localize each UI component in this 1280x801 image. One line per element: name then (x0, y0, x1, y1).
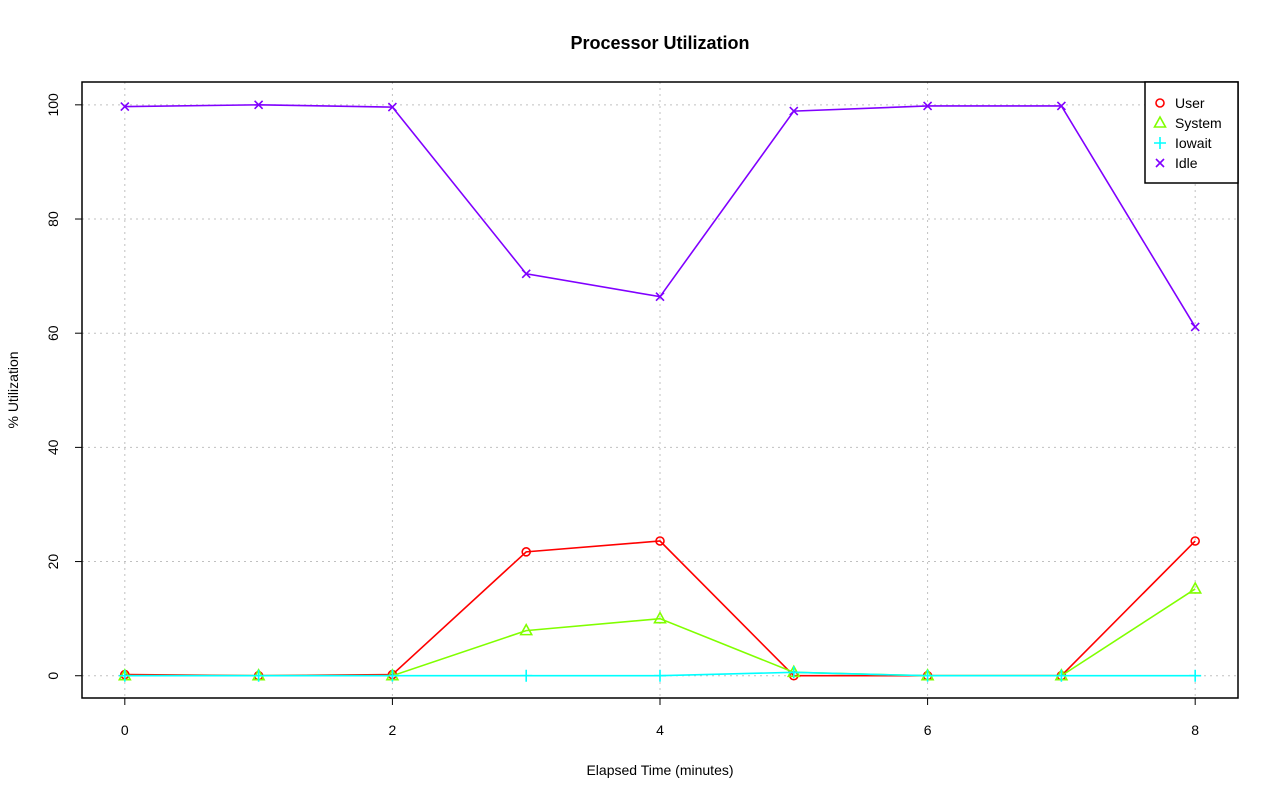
marker-circle (655, 536, 665, 546)
legend-label: Idle (1175, 155, 1198, 171)
marker-cross (655, 292, 665, 302)
marker-circle (1190, 536, 1200, 546)
marker-plus (787, 666, 800, 679)
x-tick-label: 6 (924, 722, 932, 738)
marker-triangle (1188, 581, 1203, 594)
marker-cross (387, 102, 397, 112)
marker-plus (654, 669, 666, 682)
marker-plus (1189, 669, 1202, 682)
y-tick-label: 80 (45, 211, 61, 227)
y-tick-label: 0 (45, 672, 61, 680)
marker-plus (252, 669, 265, 682)
legend: User System Iowait Idle (1144, 81, 1239, 184)
marker-circle (521, 547, 532, 557)
marker-cross (1056, 101, 1066, 111)
series-iowait (118, 666, 1202, 682)
marker-triangle (1153, 115, 1167, 128)
marker-cross (120, 101, 130, 112)
y-tick-label: 40 (45, 439, 61, 455)
marker-cross (1155, 158, 1165, 168)
marker-cross (521, 269, 531, 279)
marker-triangle (653, 610, 667, 624)
x-tick-label: 2 (389, 722, 397, 738)
grid (82, 82, 1238, 698)
y-tick-label: 60 (45, 325, 61, 341)
legend-label: Iowait (1175, 135, 1212, 151)
y-tick-label: 20 (45, 554, 61, 570)
chart-title: Processor Utilization (570, 33, 749, 53)
marker-plus (1055, 669, 1068, 682)
marker-cross (923, 101, 933, 111)
marker-triangle (519, 622, 534, 636)
legend-label: System (1175, 115, 1222, 131)
marker-plus (921, 669, 934, 682)
x-tick-label: 0 (121, 722, 129, 738)
x-axis-label: Elapsed Time (minutes) (586, 762, 733, 778)
series-layer (117, 100, 1203, 682)
y-axis-label: % Utilization (5, 351, 21, 428)
series-line-system (124, 588, 1196, 677)
marker-plus (386, 669, 399, 682)
x-tick-label: 4 (656, 722, 664, 738)
marker-cross (254, 100, 264, 110)
marker-plus (118, 669, 131, 682)
series-idle (120, 100, 1200, 332)
marker-plus (1154, 137, 1166, 149)
legend-label: User (1175, 95, 1205, 111)
marker-cross (1190, 322, 1200, 332)
marker-plus (520, 669, 533, 682)
x-tick-label: 8 (1191, 722, 1199, 738)
marker-circle (1155, 98, 1165, 108)
marker-cross (789, 106, 799, 116)
y-tick-label: 100 (45, 93, 61, 117)
